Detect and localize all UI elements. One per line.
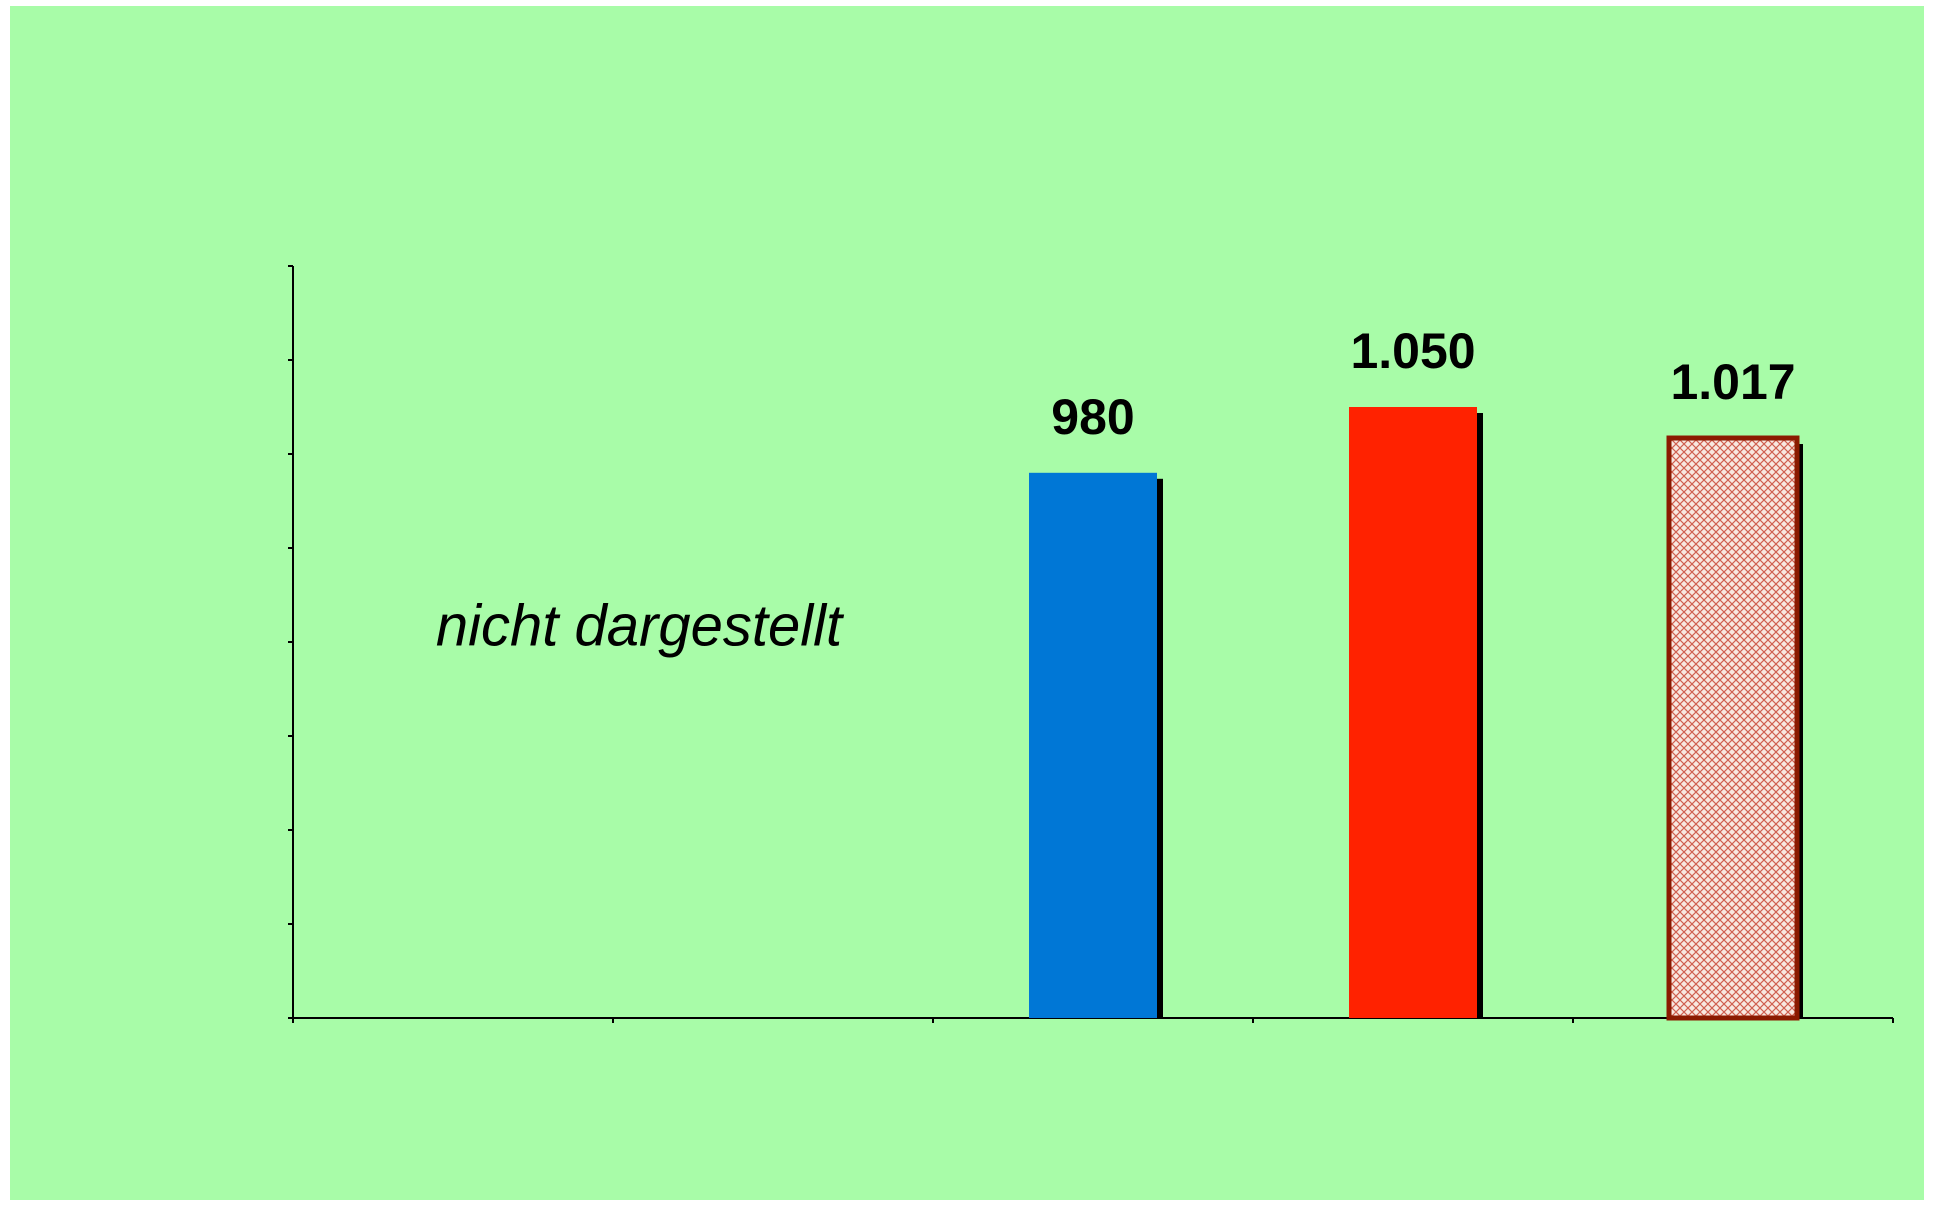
plot-background — [10, 6, 1924, 1200]
value-label: 1.017 — [1670, 354, 1795, 410]
bar — [1349, 407, 1477, 1018]
bar — [1666, 435, 1800, 1021]
value-label: 1.050 — [1350, 323, 1475, 379]
value-label: 980 — [1051, 389, 1134, 445]
annotation: nicht dargestellt — [436, 593, 845, 658]
bar — [1029, 472, 1157, 1018]
